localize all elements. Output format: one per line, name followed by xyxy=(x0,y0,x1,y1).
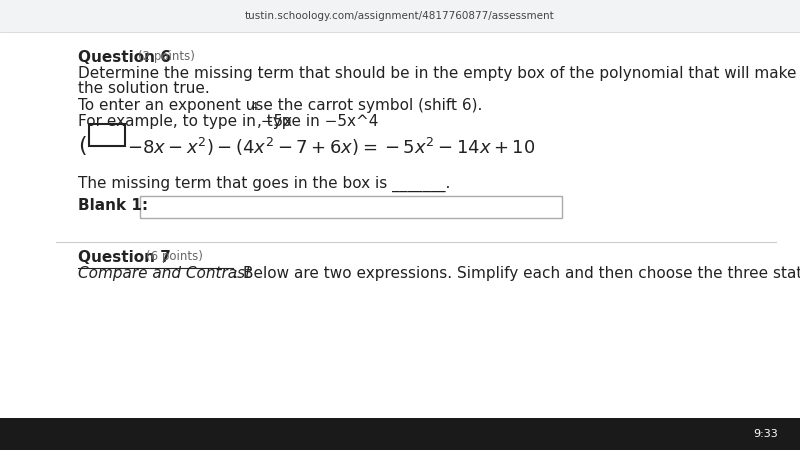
Text: Blank 1:: Blank 1: xyxy=(78,198,148,213)
FancyBboxPatch shape xyxy=(0,418,800,450)
Text: (: ( xyxy=(78,136,86,156)
Text: Question 6: Question 6 xyxy=(78,50,171,65)
Text: 4: 4 xyxy=(250,102,257,112)
Text: tustin.schoology.com/assignment/4817760877/assessment: tustin.schoology.com/assignment/48177608… xyxy=(245,11,555,21)
FancyBboxPatch shape xyxy=(89,124,125,146)
FancyBboxPatch shape xyxy=(0,0,800,32)
Text: , type in −5x^4: , type in −5x^4 xyxy=(257,114,378,129)
Text: : Below are two expressions. Simplify each and then choose the three statements : : Below are two expressions. Simplify ea… xyxy=(233,266,800,281)
Text: The missing term that goes in the box is _______.: The missing term that goes in the box is… xyxy=(78,176,450,192)
Text: Question 7: Question 7 xyxy=(78,250,171,265)
FancyBboxPatch shape xyxy=(140,196,562,218)
Text: (6 points): (6 points) xyxy=(146,250,203,263)
Text: For example, to type in −5x: For example, to type in −5x xyxy=(78,114,292,129)
Text: (2 points): (2 points) xyxy=(138,50,195,63)
Text: 9:33: 9:33 xyxy=(754,429,778,439)
Text: Compare and Contrast: Compare and Contrast xyxy=(78,266,251,281)
Text: $-8x - x^2) - (4x^2 - 7 + 6x) = -5x^2 - 14x + 10$: $-8x - x^2) - (4x^2 - 7 + 6x) = -5x^2 - … xyxy=(127,136,535,158)
Text: Determine the missing term that should be in the empty box of the polynomial tha: Determine the missing term that should b… xyxy=(78,66,797,81)
Text: the solution true.: the solution true. xyxy=(78,81,210,96)
Text: To enter an exponent use the carrot symbol (shift 6).: To enter an exponent use the carrot symb… xyxy=(78,98,482,113)
